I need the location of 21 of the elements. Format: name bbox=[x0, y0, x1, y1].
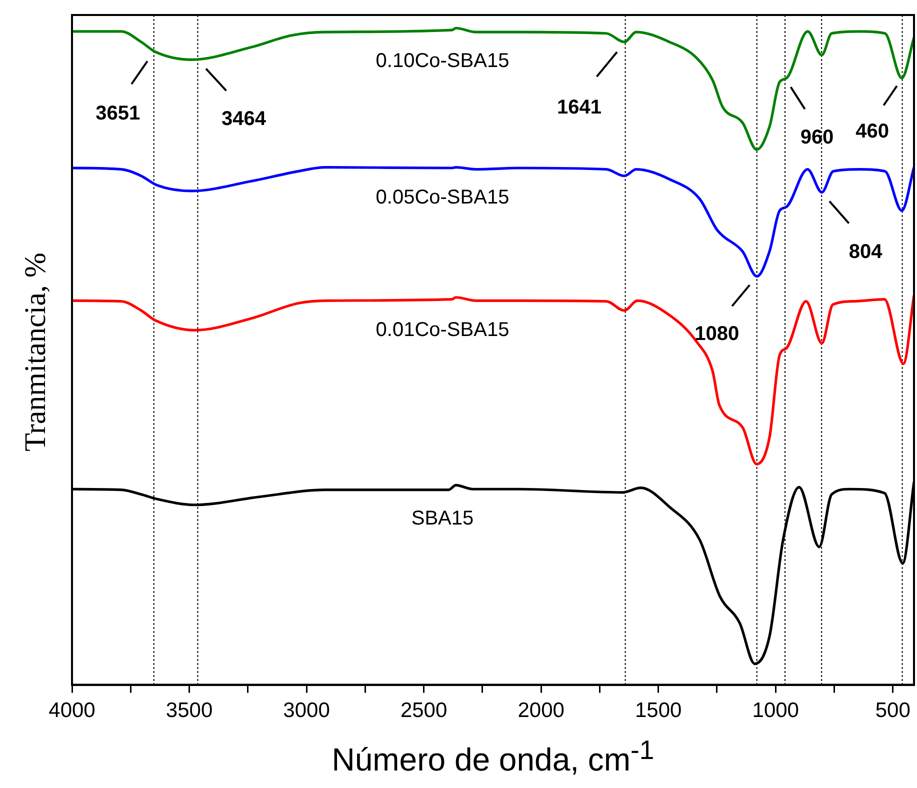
y-axis-title: Tranmitancia, % bbox=[19, 252, 53, 452]
series-label: SBA15 bbox=[411, 508, 474, 530]
annotation: 1641 bbox=[557, 96, 602, 118]
annotation: 804 bbox=[848, 240, 884, 263]
annotation: 460 bbox=[856, 120, 889, 143]
series-label: 0.10Co-SBA15 bbox=[376, 50, 510, 72]
x-tick-label: 2500 bbox=[400, 699, 448, 722]
annotation: 3651 bbox=[96, 102, 140, 124]
series-label: 0.05Co-SBA15 bbox=[376, 186, 510, 209]
x-tick-label: 1000 bbox=[752, 699, 799, 722]
series-label: 0.01Co-SBA15 bbox=[376, 319, 510, 342]
x-tick-label: 3000 bbox=[283, 699, 330, 722]
x-axis-title: Número de onda, cm$^{-1}$ bbox=[330, 735, 656, 779]
annotation: 3464 bbox=[221, 108, 267, 130]
annotation: 960 bbox=[800, 126, 834, 149]
x-tick-label: 4000 bbox=[48, 699, 96, 722]
annotation: 1080 bbox=[694, 322, 740, 345]
x-tick-label: 2000 bbox=[518, 699, 564, 722]
x-tick-label: 3500 bbox=[166, 699, 213, 722]
x-tick-label: 1500 bbox=[634, 699, 682, 722]
x-tick-label: 500 bbox=[875, 699, 910, 722]
